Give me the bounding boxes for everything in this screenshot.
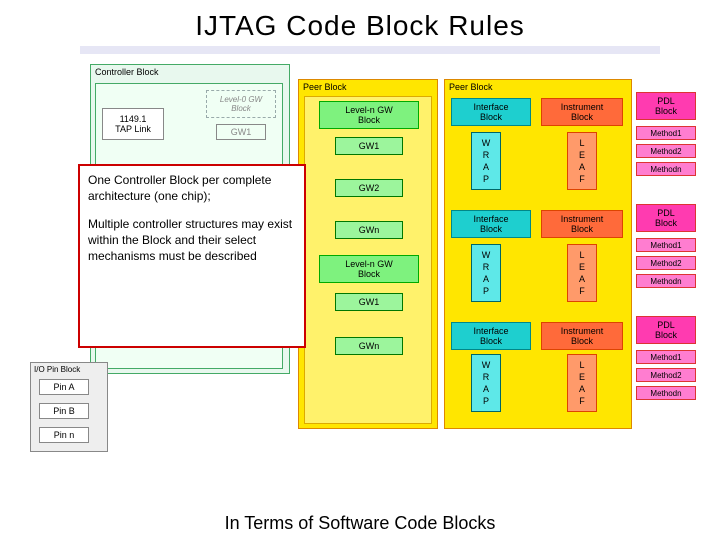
gw1: GW1 bbox=[335, 137, 403, 155]
footer-text: In Terms of Software Code Blocks bbox=[0, 513, 720, 534]
leveln-gw-hdr-2: Level-n GW Block bbox=[319, 255, 419, 283]
callout: One Controller Block per complete archit… bbox=[78, 164, 306, 348]
instr-hdr-2: Instrument Block bbox=[541, 210, 623, 238]
peer2-title: Peer Block bbox=[445, 80, 631, 94]
gw1-cell: GW1 bbox=[216, 124, 266, 140]
pdl-2: PDL Block Method1 Method2 Methodn bbox=[636, 204, 714, 306]
pdl-3: PDL Block Method1 Method2 Methodn bbox=[636, 316, 714, 418]
m1-2: Method1 bbox=[636, 238, 696, 252]
row2: Interface Block W R A P Instrument Block… bbox=[451, 210, 627, 316]
interface-hdr-2: Interface Block bbox=[451, 210, 531, 238]
gwn: GWn bbox=[335, 221, 403, 239]
page-title: IJTAG Code Block Rules bbox=[0, 0, 720, 46]
instr-hdr-3: Instrument Block bbox=[541, 322, 623, 350]
diagram-stage: Controller Block 1149.1 TAP Link Level-0… bbox=[0, 54, 720, 484]
m2-3: Method2 bbox=[636, 368, 696, 382]
m1-3: Method1 bbox=[636, 350, 696, 364]
interface-hdr-1: Interface Block bbox=[451, 98, 531, 126]
leaf-2: L E A F bbox=[567, 244, 597, 302]
row1: Interface Block W R A P Instrument Block… bbox=[451, 98, 627, 204]
l2-gwn: GWn bbox=[335, 337, 403, 355]
pin-n: Pin n bbox=[39, 427, 89, 443]
pdl-hdr-3: PDL Block bbox=[636, 316, 696, 344]
peer1-title: Peer Block bbox=[299, 80, 437, 94]
wrap-1: W R A P bbox=[471, 132, 501, 190]
tap-link: 1149.1 TAP Link bbox=[102, 108, 164, 140]
callout-p1: One Controller Block per complete archit… bbox=[88, 172, 296, 204]
leaf-3: L E A F bbox=[567, 354, 597, 412]
controller-label: Controller Block bbox=[91, 65, 289, 79]
peer-block-1: Peer Block Level-n GW Block GW1 GW2 GWn … bbox=[298, 79, 438, 429]
leveln-gw-hdr: Level-n GW Block bbox=[319, 101, 419, 129]
m2-1: Method2 bbox=[636, 144, 696, 158]
pdl-hdr-1: PDL Block bbox=[636, 92, 696, 120]
wrap-3: W R A P bbox=[471, 354, 501, 412]
wrap-2: W R A P bbox=[471, 244, 501, 302]
pdl-hdr-2: PDL Block bbox=[636, 204, 696, 232]
mn-2: Methodn bbox=[636, 274, 696, 288]
interface-hdr-3: Interface Block bbox=[451, 322, 531, 350]
title-underline bbox=[80, 46, 660, 54]
row3: Interface Block W R A P Instrument Block… bbox=[451, 322, 627, 424]
gw2: GW2 bbox=[335, 179, 403, 197]
pdl-1: PDL Block Method1 Method2 Methodn bbox=[636, 92, 714, 194]
m2-2: Method2 bbox=[636, 256, 696, 270]
level0-gw-block: Level-0 GW Block bbox=[206, 90, 276, 118]
mn-3: Methodn bbox=[636, 386, 696, 400]
peer-block-2: Peer Block Interface Block W R A P Instr… bbox=[444, 79, 632, 429]
l2-gw1: GW1 bbox=[335, 293, 403, 311]
callout-p2: Multiple controller structures may exist… bbox=[88, 216, 296, 264]
pin-b: Pin B bbox=[39, 403, 89, 419]
io-title: I/O Pin Block bbox=[31, 363, 107, 376]
pin-a: Pin A bbox=[39, 379, 89, 395]
io-pin-block: I/O Pin Block Pin A Pin B Pin n bbox=[30, 362, 108, 452]
instr-hdr-1: Instrument Block bbox=[541, 98, 623, 126]
m1-1: Method1 bbox=[636, 126, 696, 140]
peer1-inner: Level-n GW Block GW1 GW2 GWn Level-n GW … bbox=[304, 96, 432, 424]
mn-1: Methodn bbox=[636, 162, 696, 176]
leaf-1: L E A F bbox=[567, 132, 597, 190]
